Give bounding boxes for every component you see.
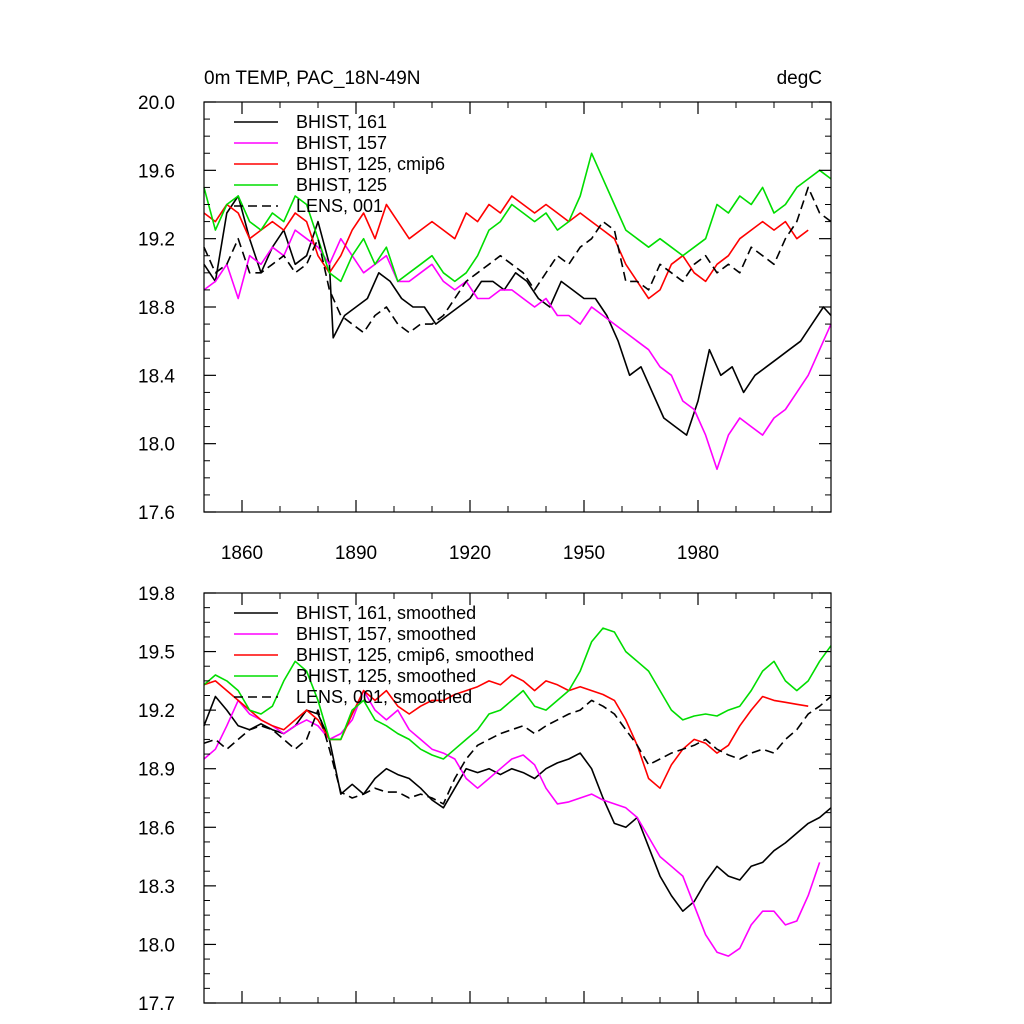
top-panel-units: degC [777, 68, 822, 89]
bottom-ytick-label: 18.3 [138, 877, 175, 898]
bottom-series-line-2 [203, 674, 809, 790]
bottom-plot-area: 17.7 18.0 18.3 18.6 18.9 19.2 19.5 19.8 [138, 584, 832, 1015]
bottom-series-line-1 [203, 689, 821, 957]
bottom-ytick-label: 18.9 [138, 760, 175, 781]
top-legend-label-1: BHIST, 157 [296, 133, 387, 153]
bottom-legend-label-3: BHIST, 125, smoothed [296, 666, 476, 686]
top-legend-label-0: BHIST, 161 [296, 112, 387, 132]
top-xtick-label: 1920 [449, 543, 491, 564]
bottom-series-line-4 [203, 695, 832, 805]
bottom-ytick-label: 18.0 [138, 935, 175, 956]
top-ytick-label: 19.6 [138, 161, 175, 182]
bottom-legend-label-2: BHIST, 125, cmip6, smoothed [296, 645, 534, 665]
top-xtick-label: 1860 [221, 543, 263, 564]
top-ytick-label: 18.8 [138, 298, 175, 319]
top-legend-label-4: LENS, 001 [296, 196, 383, 216]
top-series-line-2 [203, 195, 809, 300]
top-series-line-3 [203, 152, 832, 283]
top-xtick-label: 1890 [335, 543, 377, 564]
top-ytick-label: 18.0 [138, 435, 175, 456]
bottom-series-line-3 [203, 627, 832, 760]
bottom-series-line-0 [203, 695, 832, 913]
top-series-line-0 [203, 195, 832, 436]
top-panel-title: 0m TEMP, PAC_18N-49N [204, 68, 420, 89]
top-series-line-4 [203, 186, 832, 334]
bottom-ytick-label: 17.7 [138, 994, 175, 1015]
bottom-ytick-label: 19.5 [138, 643, 175, 664]
top-ytick-label: 17.6 [138, 503, 175, 524]
top-legend-label-2: BHIST, 125, cmip6 [296, 154, 445, 174]
top-ytick-label: 20.0 [138, 93, 175, 114]
top-ytick-label: 18.4 [138, 366, 175, 387]
top-plot-area: 17.6 18.0 18.4 18.8 19.2 19.6 20.0 1860 1890 1920… [138, 93, 832, 564]
bottom-ytick-label: 18.6 [138, 818, 175, 839]
bottom-legend-label-4: LENS, 001, smoothed [296, 687, 472, 707]
top-xtick-label: 1950 [563, 543, 605, 564]
bottom-ytick-label: 19.2 [138, 701, 175, 722]
top-legend-label-3: BHIST, 125 [296, 175, 387, 195]
bottom-legend-label-0: BHIST, 161, smoothed [296, 603, 476, 623]
bottom-panel: 17.7 18.0 18.3 18.6 18.9 19.2 19.5 19.8 BHIST, … [138, 584, 832, 1015]
top-xtick-label: 1980 [677, 543, 719, 564]
bottom-legend-label-1: BHIST, 157, smoothed [296, 624, 476, 644]
top-series-line-1 [203, 229, 832, 471]
top-panel: 0m TEMP, PAC_18N-49N degC 17.6 18.0 18.4 18… [138, 68, 832, 564]
bottom-ytick-label: 19.8 [138, 584, 175, 605]
top-ytick-label: 19.2 [138, 230, 175, 251]
